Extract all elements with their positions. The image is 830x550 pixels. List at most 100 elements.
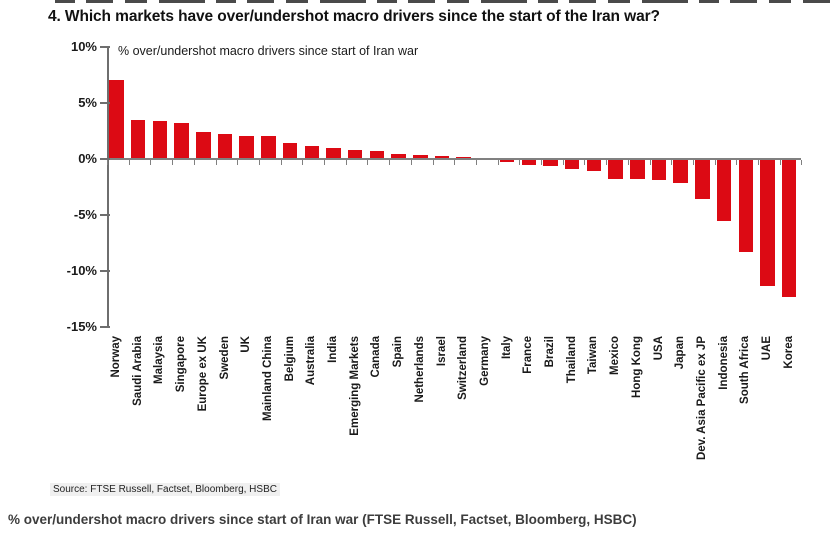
x-axis-tick [107,159,108,165]
x-axis-category-label: Norway [110,336,122,378]
chart-bar [434,155,450,158]
chart-bar [608,159,623,180]
x-axis-tick [541,159,542,165]
x-axis-category-label: Italy [500,336,513,360]
x-axis-category-label: Spain [392,336,405,368]
chart-bar [543,159,558,166]
x-axis-tick [692,159,694,165]
chart-bar [413,154,428,158]
x-axis-category-label: Saudi Arabia [131,336,144,406]
x-axis-category-label: Singapore [175,336,188,393]
x-axis-category-label: Taiwan [587,336,600,375]
x-axis-tick [345,159,347,165]
chart-bar [695,159,710,200]
cropped-text-remnant [55,0,830,3]
figure-caption: % over/undershot macro drivers since sta… [8,512,637,527]
chart-bar [347,150,363,158]
x-axis-category-label: Belgium [283,336,296,382]
x-axis-category-label: Israel [435,336,448,367]
x-axis-category-label: Netherlands [413,336,426,403]
bar-chart: % over/undershot macro drivers since sta… [66,38,803,460]
x-axis-tick [172,159,174,165]
x-axis-tick [324,159,325,165]
x-axis-category-label: UAE [761,336,773,361]
x-axis-tick [280,159,282,165]
x-axis-tick [584,159,586,165]
x-axis-category-label: Thailand [565,336,578,384]
x-axis-tick [671,159,673,165]
chart-bar [239,135,254,158]
chart-bar [196,132,211,158]
y-axis-tick [100,214,110,216]
chart-bar [174,123,189,158]
x-axis-category-label: Mexico [609,336,622,375]
x-axis-category-label: India [327,336,339,363]
y-axis-tick [100,270,110,272]
source-note: Source: FTSE Russell, Factset, Bloomberg… [50,483,280,496]
x-axis-tick [736,159,738,165]
x-axis-tick [215,159,217,165]
x-axis-tick [627,159,629,165]
chart-bar [369,151,385,158]
x-axis-tick [128,159,130,165]
x-axis-tick [714,159,716,165]
x-axis-tick [237,159,239,165]
x-axis-tick [758,159,759,165]
y-axis-label: -10% [66,262,97,278]
x-axis-line [107,158,801,160]
chart-bar [109,79,124,158]
chart-bar [586,159,602,172]
chart-bar [716,159,732,221]
x-axis-tick [389,159,391,165]
x-axis-category-label: South Africa [739,336,752,404]
x-axis-category-label: Mainland China [261,336,274,421]
y-axis-label: 10% [70,38,97,54]
x-axis-tick [519,159,521,165]
x-axis-category-label: Europe ex UK [196,336,209,412]
x-axis-category-label: Korea [782,336,795,369]
x-axis-category-label: Emerging Markets [348,336,361,436]
x-axis-tick [801,159,803,165]
x-axis-tick [606,159,608,165]
chart-bar [630,159,645,180]
chart-bar [326,147,341,158]
x-axis-category-label: Germany [478,336,491,386]
x-axis-category-label: Canada [370,336,383,378]
page-title: 4. Which markets have over/undershot mac… [48,8,660,25]
chart-bar [781,159,797,297]
x-axis-category-label: Switzerland [457,336,470,400]
x-axis-tick [367,159,369,165]
x-axis-tick [475,159,477,165]
x-axis-tick [150,159,152,165]
x-axis-category-label: Hong Kong [630,336,643,398]
x-axis-category-label: Malaysia [153,336,166,384]
y-axis-label: 5% [78,94,97,110]
chart-bar [521,159,537,165]
chart-bar [391,153,406,158]
chart-bar [564,159,580,170]
chart-bar [760,159,775,286]
chart-bar [217,134,233,158]
x-axis-tick [562,159,564,165]
x-axis-tick [193,159,195,165]
x-axis-tick [454,159,456,165]
x-axis-category-label: UK [240,336,253,353]
y-axis-line [107,46,109,326]
y-axis-tick [100,102,110,104]
x-axis-category-label: Brazil [544,336,556,368]
x-axis-category-label: Australia [305,336,318,386]
x-axis-tick [432,159,434,165]
y-axis-label: -15% [66,318,97,334]
chart-series-label: % over/undershot macro drivers since sta… [118,44,419,58]
chart-bar [261,135,276,158]
chart-bar [499,159,515,163]
y-axis-label: 0% [78,150,97,166]
x-axis-category-label: Japan [674,336,687,370]
chart-bar [478,159,493,161]
x-axis-tick [410,159,412,165]
chart-bar [152,121,168,158]
chart-bar [282,143,298,158]
x-axis-category-label: Indonesia [717,336,730,390]
x-axis-tick [649,159,651,165]
